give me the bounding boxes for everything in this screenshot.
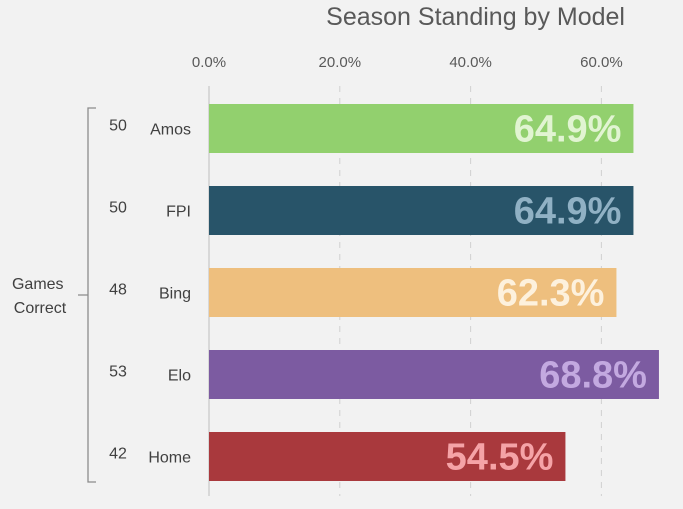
- x-axis-ticks: 0.0% 20.0% 40.0% 60.0%: [192, 54, 623, 71]
- x-tick-label: 20.0%: [319, 54, 362, 71]
- chart-title: Season Standing by Model: [326, 3, 625, 31]
- data-label: 64.9%: [514, 109, 622, 151]
- side-label: Games Correct: [12, 276, 68, 317]
- side-label-line-2: Correct: [14, 300, 67, 317]
- bar-home: [209, 432, 566, 481]
- data-label: 68.8%: [539, 355, 647, 397]
- bar-fpi: [209, 186, 634, 235]
- games-correct-value: 50: [109, 118, 127, 135]
- x-tick-label: 0.0%: [192, 54, 226, 71]
- data-label: 62.3%: [497, 273, 605, 315]
- bar-amos: [209, 104, 634, 153]
- category-label: Amos: [150, 122, 191, 139]
- category-label: Home: [148, 450, 191, 467]
- x-tick-label: 40.0%: [449, 54, 492, 71]
- category-label: FPI: [166, 204, 191, 221]
- x-tick-label: 60.0%: [580, 54, 623, 71]
- games-correct-bracket: [78, 107, 96, 483]
- games-correct-value: 53: [109, 364, 127, 381]
- side-label-line-1: Games: [12, 276, 64, 293]
- category-label: Elo: [168, 368, 191, 385]
- bar-elo: [209, 350, 659, 399]
- data-label: 64.9%: [514, 191, 622, 233]
- bar-bing: [209, 268, 617, 317]
- games-correct-value: 50: [109, 200, 127, 217]
- games-correct-value: 48: [109, 282, 127, 299]
- data-label: 54.5%: [446, 437, 554, 479]
- games-correct-value: 42: [109, 446, 127, 463]
- category-label: Bing: [159, 286, 191, 303]
- bars: 64.9% Amos 50 64.9% FPI 50 62.3% Bing 48 68.8% Elo…: [109, 104, 659, 481]
